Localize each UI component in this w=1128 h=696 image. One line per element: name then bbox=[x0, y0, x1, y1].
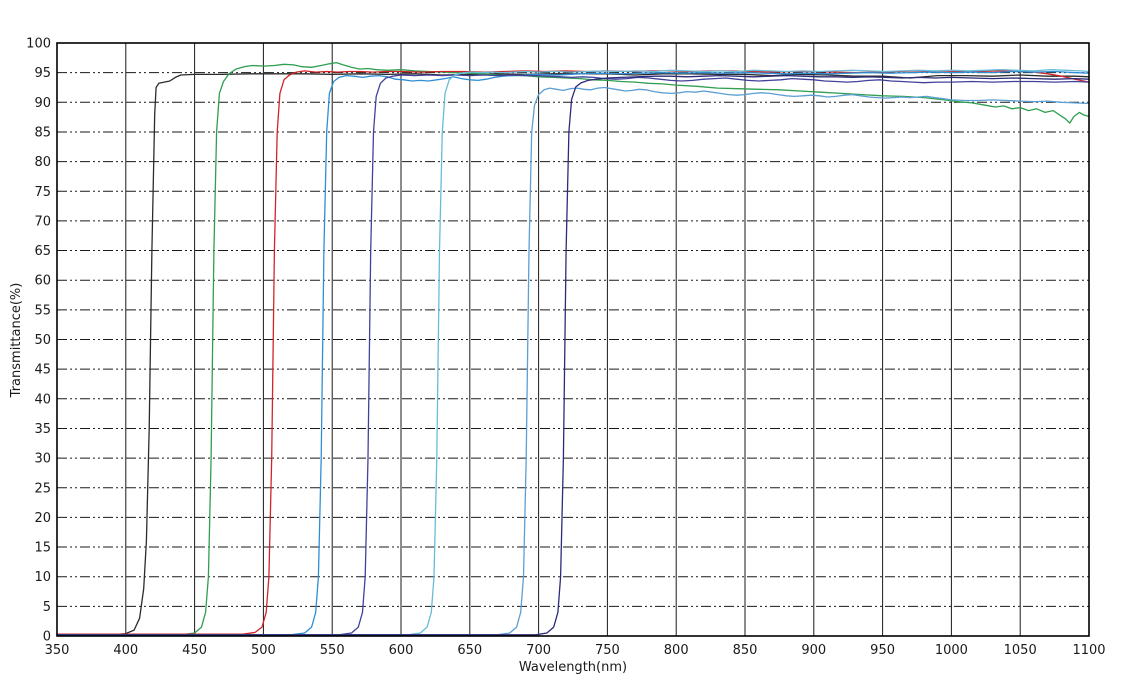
curve-longpass-580nm bbox=[56, 74, 1090, 636]
x-tick-label: 1000 bbox=[935, 643, 968, 658]
y-tick-label: 70 bbox=[34, 214, 51, 229]
x-tick-label: 350 bbox=[45, 643, 70, 658]
y-tick-label: 30 bbox=[34, 452, 51, 467]
curve-longpass-510nm bbox=[56, 70, 1090, 635]
x-tick-label: 450 bbox=[182, 643, 207, 658]
y-tick-label: 100 bbox=[26, 37, 51, 52]
y-tick-label: 80 bbox=[34, 155, 51, 170]
x-tick-label: 950 bbox=[870, 643, 895, 658]
x-tick-label: 850 bbox=[733, 643, 758, 658]
y-tick-label: 85 bbox=[34, 125, 51, 140]
y-tick-label: 75 bbox=[34, 185, 51, 200]
y-tick-label: 60 bbox=[34, 274, 51, 289]
x-tick-label: 900 bbox=[801, 643, 826, 658]
curve-longpass-420nm bbox=[56, 73, 1090, 636]
x-tick-label: 700 bbox=[526, 643, 551, 658]
y-tick-label: 5 bbox=[43, 600, 51, 615]
y-tick-label: 35 bbox=[34, 422, 51, 437]
y-tick-label: 55 bbox=[34, 303, 51, 318]
y-tick-label: 20 bbox=[34, 511, 51, 526]
x-tick-label: 550 bbox=[320, 643, 345, 658]
y-tick-label: 45 bbox=[34, 363, 51, 378]
curve-longpass-545nm bbox=[56, 70, 1090, 636]
y-tick-label: 50 bbox=[34, 333, 51, 348]
x-tick-label: 600 bbox=[389, 643, 414, 658]
x-tick-label: 400 bbox=[113, 643, 138, 658]
y-tick-label: 95 bbox=[34, 66, 51, 81]
y-axis-title: Transmittance(%) bbox=[9, 283, 24, 399]
x-tick-label: 1100 bbox=[1072, 643, 1105, 658]
plot-frame bbox=[56, 42, 1090, 637]
y-tick-label: 0 bbox=[43, 630, 51, 645]
curve-longpass-630nm bbox=[56, 69, 1090, 636]
plot-border bbox=[56, 42, 1090, 637]
curve-longpass-465nm bbox=[56, 61, 1090, 636]
y-tick-label: 25 bbox=[34, 481, 51, 496]
x-tick-label: 500 bbox=[251, 643, 276, 658]
y-tick-label: 15 bbox=[34, 541, 51, 556]
y-tick-label: 90 bbox=[34, 96, 51, 111]
x-tick-label: 650 bbox=[457, 643, 482, 658]
x-tick-label: 800 bbox=[664, 643, 689, 658]
curve-longpass-695nm bbox=[56, 86, 1090, 636]
x-tick-label: 1050 bbox=[1004, 643, 1037, 658]
curve-longpass-720nm bbox=[56, 74, 1090, 636]
y-tick-label: 65 bbox=[34, 244, 51, 259]
y-tick-label: 10 bbox=[34, 570, 51, 585]
tick-label-layer: 0 5 10 15 20 25 30 35 40 45 50 55 60 65 70 75 80 85 90 95 10… bbox=[26, 37, 1105, 659]
y-tick-label: 40 bbox=[34, 392, 51, 407]
curve-layer bbox=[56, 61, 1090, 636]
grid-layer bbox=[57, 43, 1089, 636]
x-tick-label: 750 bbox=[595, 643, 620, 658]
x-axis-title: Wavelength(nm) bbox=[519, 660, 627, 675]
